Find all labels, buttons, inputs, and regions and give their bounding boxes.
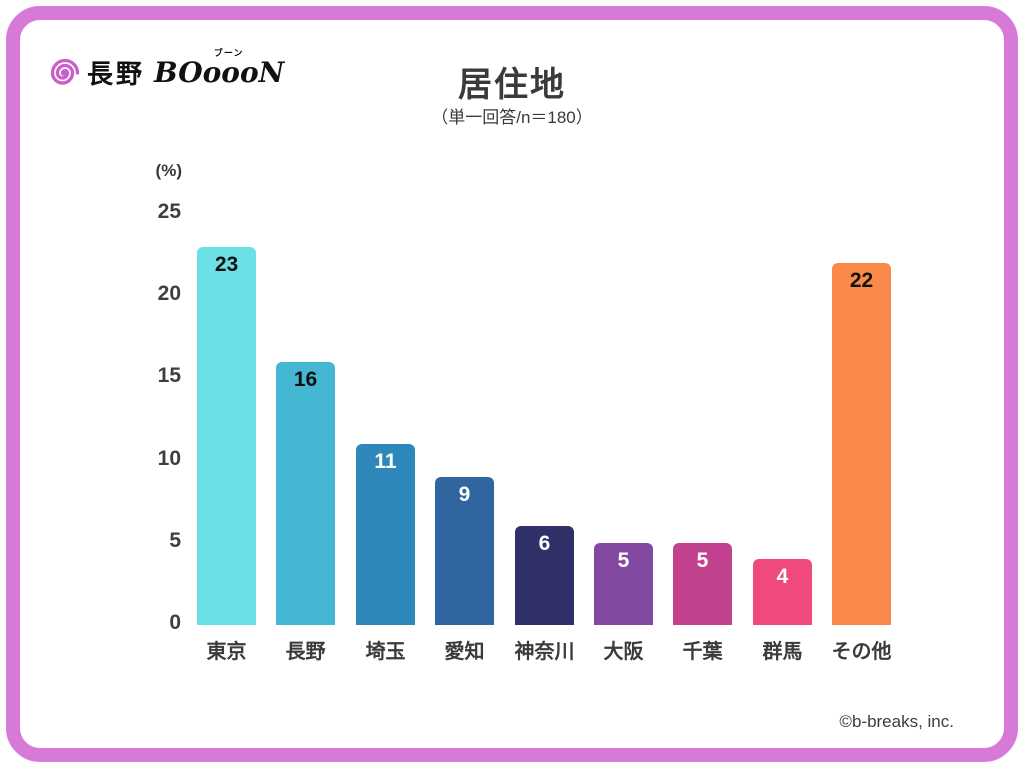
- y-axis-tick-label: 25: [157, 200, 181, 223]
- bar-value-label: 23: [214, 253, 239, 276]
- x-axis-label: 東京: [206, 641, 247, 663]
- bar-4: 9: [435, 477, 494, 625]
- copyright-text: ©b-breaks, inc.: [839, 712, 954, 731]
- bar-6: 5: [594, 543, 653, 625]
- x-axis-label: 愛知: [444, 641, 485, 663]
- bar-value-label: 22: [849, 269, 874, 292]
- bar-7: 5: [673, 543, 732, 625]
- x-axis-label: 長野: [285, 641, 326, 663]
- bar-2: 16: [276, 362, 335, 625]
- chart-subtitle: （単一回答/n＝180）: [431, 108, 593, 127]
- y-axis-tick-label: 5: [169, 528, 181, 552]
- bar-value-label: 6: [538, 532, 551, 555]
- y-axis-tick-label: 20: [157, 282, 181, 306]
- brand-logo: 長野 ブーン BOoooN: [50, 48, 285, 91]
- bar-8: 4: [753, 559, 812, 625]
- bar-value-label: 4: [776, 565, 789, 588]
- bar-9: 22: [832, 263, 891, 625]
- logo-latin: BOoooN: [154, 56, 285, 89]
- x-axis-label: 大阪: [603, 641, 644, 663]
- bar-value-label: 16: [293, 368, 318, 391]
- bar-value-label: 11: [374, 450, 397, 473]
- spiral-icon: [50, 58, 80, 88]
- bar-3: 11: [356, 444, 415, 625]
- bar-value-label: 9: [458, 483, 471, 506]
- x-axis-label: 神奈川: [514, 641, 575, 663]
- bar-value-label: 5: [617, 549, 630, 572]
- logo-furigana: ブーン: [213, 48, 244, 58]
- logo-latin-wrap: ブーン BOoooN: [154, 48, 285, 89]
- bar-value-label: 5: [696, 549, 709, 572]
- x-axis-label: 千葉: [682, 641, 723, 663]
- y-axis-tick-label: 10: [157, 446, 181, 470]
- chart-title: 居住地: [458, 66, 566, 104]
- x-axis-label: その他: [831, 641, 892, 663]
- y-axis-tick-label: 15: [157, 364, 181, 388]
- x-axis-label: 埼玉: [365, 641, 406, 663]
- logo-kanji: 長野: [87, 59, 146, 89]
- y-axis-unit-label: (%): [155, 161, 182, 180]
- y-axis-tick-label: 0: [169, 611, 181, 634]
- bar-5: 6: [515, 526, 574, 625]
- x-axis-label: 群馬: [762, 641, 803, 663]
- bar-1: 23: [197, 247, 256, 625]
